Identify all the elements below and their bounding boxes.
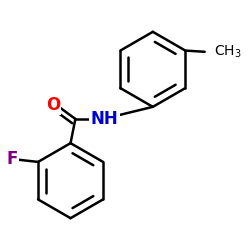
Text: NH: NH (90, 110, 118, 128)
Text: F: F (6, 150, 18, 168)
Text: CH$_3$: CH$_3$ (214, 44, 242, 60)
Text: O: O (46, 96, 60, 114)
